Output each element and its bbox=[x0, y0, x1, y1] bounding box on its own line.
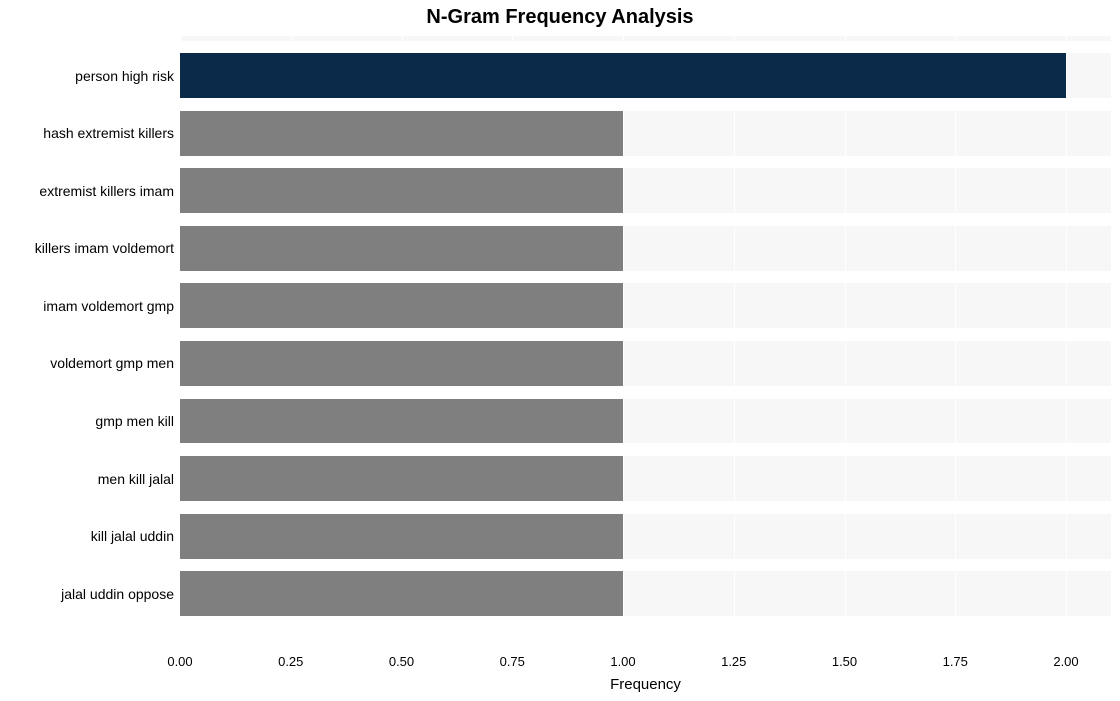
plot-area bbox=[180, 36, 1111, 646]
gridline bbox=[955, 36, 956, 646]
bar bbox=[180, 226, 623, 271]
y-tick-label: hash extremist killers bbox=[0, 125, 174, 141]
x-tick-label: 1.75 bbox=[943, 654, 968, 669]
y-tick-label: person high risk bbox=[0, 68, 174, 84]
bar bbox=[180, 399, 623, 444]
x-tick-label: 0.75 bbox=[500, 654, 525, 669]
y-tick-label: men kill jalal bbox=[0, 471, 174, 487]
gridline bbox=[1066, 36, 1067, 646]
x-tick-label: 0.25 bbox=[278, 654, 303, 669]
bar bbox=[180, 283, 623, 328]
x-tick-label: 2.00 bbox=[1053, 654, 1078, 669]
bar bbox=[180, 571, 623, 616]
bar bbox=[180, 514, 623, 559]
x-tick-label: 1.50 bbox=[832, 654, 857, 669]
gridline bbox=[734, 36, 735, 646]
bar bbox=[180, 456, 623, 501]
bar bbox=[180, 53, 1066, 98]
bar bbox=[180, 111, 623, 156]
gridline bbox=[845, 36, 846, 646]
y-tick-label: extremist killers imam bbox=[0, 183, 174, 199]
x-tick-label: 1.25 bbox=[721, 654, 746, 669]
x-axis-label: Frequency bbox=[180, 676, 1111, 693]
y-tick-label: killers imam voldemort bbox=[0, 240, 174, 256]
x-tick-label: 0.00 bbox=[167, 654, 192, 669]
bar bbox=[180, 341, 623, 386]
y-tick-label: voldemort gmp men bbox=[0, 355, 174, 371]
chart-container: N-Gram Frequency Analysis Frequency pers… bbox=[0, 0, 1120, 701]
gridline bbox=[623, 36, 624, 646]
y-tick-label: imam voldemort gmp bbox=[0, 298, 174, 314]
bar bbox=[180, 168, 623, 213]
y-tick-label: jalal uddin oppose bbox=[0, 586, 174, 602]
x-tick-label: 1.00 bbox=[610, 654, 635, 669]
x-tick-label: 0.50 bbox=[389, 654, 414, 669]
y-tick-label: gmp men kill bbox=[0, 413, 174, 429]
y-tick-label: kill jalal uddin bbox=[0, 528, 174, 544]
chart-title: N-Gram Frequency Analysis bbox=[0, 6, 1120, 29]
